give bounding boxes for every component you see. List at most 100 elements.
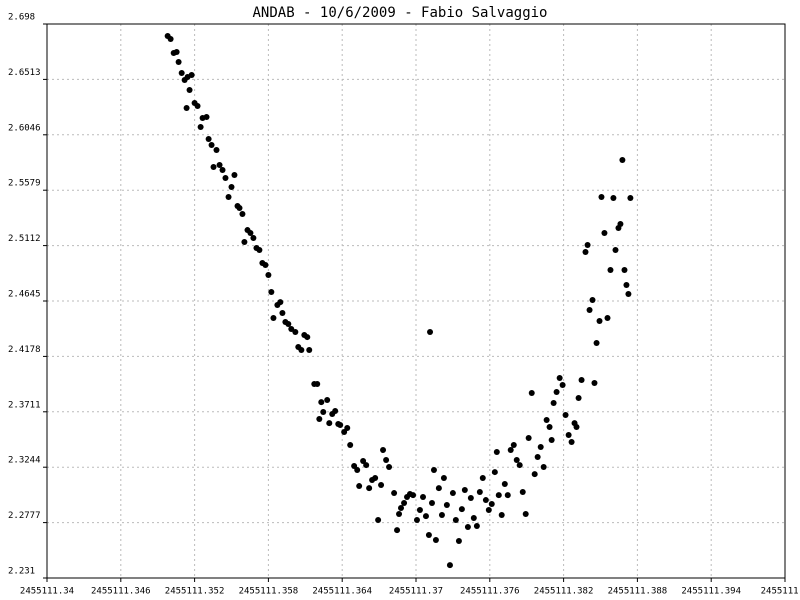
y-tick-label: 2.5579 [8,179,41,189]
point [464,523,471,530]
point [488,500,495,507]
point [562,412,569,419]
point [430,467,437,474]
point [178,69,185,76]
point [268,288,275,295]
point [522,511,529,518]
chart-title: ANDAB - 10/6/2009 - Fabio Salvaggio [252,5,547,21]
point [568,439,575,446]
point [205,135,212,142]
point [219,167,226,174]
point [194,102,201,109]
point [495,492,502,499]
point [413,516,420,523]
point [625,291,632,298]
y-tick-label: 2.4178 [8,345,41,355]
point [556,374,563,381]
point [422,513,429,520]
point [188,72,195,79]
point [320,409,327,416]
point [222,174,229,181]
point [298,346,305,353]
point [247,230,254,237]
y-tick-label: 2.6513 [8,68,41,78]
point [601,230,608,237]
point [537,444,544,451]
point [356,483,363,490]
point [213,146,220,153]
x-tick-label: 2455111.4 [761,587,800,597]
point [386,463,393,470]
point [420,493,427,500]
point [559,381,566,388]
point [380,446,387,453]
point [208,142,215,149]
point [578,377,585,384]
point [183,104,190,111]
point [528,390,535,397]
point [326,420,333,427]
x-tick-label: 2455111.382 [534,587,594,597]
point [416,507,423,514]
point [372,474,379,481]
point [443,502,450,509]
point [292,328,299,335]
point [394,527,401,534]
point [236,204,243,211]
x-tick-label: 2455111.364 [312,587,372,597]
point [397,505,404,512]
point [427,328,434,335]
point [553,388,560,395]
point [316,416,323,423]
point [548,437,555,444]
point [256,246,263,253]
point [491,469,498,476]
y-tick-label: 2.6046 [8,123,41,133]
point [584,242,591,249]
point [510,442,517,449]
point [617,221,624,228]
point [610,195,617,202]
point [306,346,313,353]
x-tick-label: 2455111.352 [165,587,225,597]
point [285,321,292,328]
point [449,490,456,497]
point [531,471,538,478]
point [501,481,508,488]
point [623,281,630,288]
point [575,395,582,402]
point [482,497,489,504]
point [621,267,628,274]
point [304,334,311,341]
point [598,193,605,200]
x-tick-label: 2455111.394 [681,587,741,597]
point [550,400,557,407]
point [425,532,432,539]
point [197,123,204,130]
point [607,267,614,274]
point [513,456,520,463]
point [435,485,442,492]
point [452,516,459,523]
point [470,514,477,521]
point [593,339,600,346]
point [375,516,382,523]
y-tick-label: 2.3711 [8,400,41,410]
point [270,314,277,321]
point [493,449,500,456]
point [277,299,284,306]
plot-frame [46,23,786,579]
point [479,474,486,481]
point [440,474,447,481]
point [383,456,390,463]
point [332,407,339,414]
y-tick-label: 2.5112 [8,234,41,244]
point [428,500,435,507]
point [173,48,180,55]
point [573,423,580,430]
point [265,272,272,279]
point [540,463,547,470]
point [279,309,286,316]
x-tick-label: 2455111.376 [460,587,520,597]
point [410,492,417,499]
